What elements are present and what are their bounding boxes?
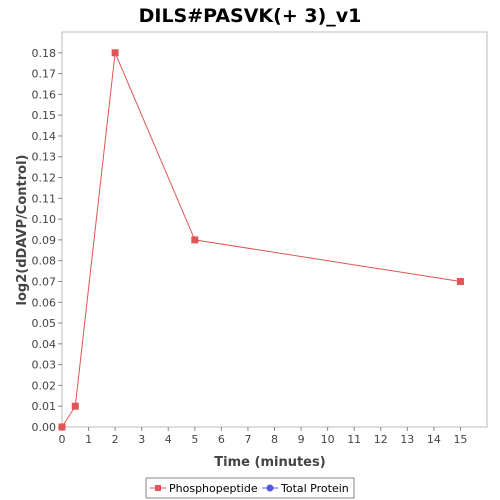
x-tick-label: 11 xyxy=(347,433,361,446)
y-axis: 0.00 0.01 0.02 0.03 0.04 0.05 0.06 0.07 0.08 0.09… xyxy=(32,47,62,434)
x-tick-label: 15 xyxy=(453,433,467,446)
data-point[interactable] xyxy=(111,49,119,57)
x-tick-label: 8 xyxy=(271,433,278,446)
y-tick-label: 0.18 xyxy=(32,47,57,60)
y-tick-label: 0.00 xyxy=(32,421,57,434)
y-tick-label: 0.12 xyxy=(32,172,57,185)
x-tick-label: 6 xyxy=(218,433,225,446)
legend-label-phosphopeptide: Phosphopeptide xyxy=(169,482,258,495)
x-tick-label: 1 xyxy=(85,433,92,446)
y-tick-label: 0.10 xyxy=(32,213,57,226)
x-tick-label: 5 xyxy=(191,433,198,446)
legend-item-total-protein: Total Protein xyxy=(262,482,349,495)
data-point[interactable] xyxy=(71,402,79,410)
legend-label-total-protein: Total Protein xyxy=(280,482,349,495)
y-tick-label: 0.15 xyxy=(32,109,57,122)
y-tick-label: 0.16 xyxy=(32,88,57,101)
y-tick-label: 0.05 xyxy=(32,317,57,330)
x-tick-label: 14 xyxy=(427,433,441,446)
y-tick-label: 0.13 xyxy=(32,151,57,164)
y-tick-label: 0.11 xyxy=(32,192,57,205)
x-tick-label: 10 xyxy=(321,433,335,446)
x-axis: 0 1 2 3 4 5 6 7 8 9 10 11 12 13 14 15 xyxy=(59,427,467,446)
legend-box xyxy=(145,477,355,499)
y-tick-label: 0.14 xyxy=(32,130,57,143)
legend-marker-phosphopeptide xyxy=(155,485,161,491)
x-tick-label: 3 xyxy=(138,433,145,446)
x-tick-label: 7 xyxy=(244,433,251,446)
y-tick-label: 0.06 xyxy=(32,296,57,309)
y-tick-label: 0.08 xyxy=(32,255,57,268)
y-tick-label: 0.07 xyxy=(32,275,57,288)
y-tick-label: 0.01 xyxy=(32,400,57,413)
data-point[interactable] xyxy=(58,423,66,431)
y-tick-label: 0.02 xyxy=(32,379,57,392)
x-tick-label: 0 xyxy=(59,433,66,446)
x-tick-label: 9 xyxy=(298,433,305,446)
series-layer xyxy=(58,49,464,431)
x-tick-label: 2 xyxy=(112,433,119,446)
y-tick-label: 0.17 xyxy=(32,68,57,81)
x-axis-label: Time (minutes) xyxy=(214,455,325,470)
y-tick-label: 0.04 xyxy=(32,338,57,351)
data-point[interactable] xyxy=(456,277,464,285)
chart-title: DILS#PASVK(+ 3)_v1 xyxy=(139,5,362,27)
x-tick-label: 13 xyxy=(400,433,414,446)
plot-area xyxy=(61,31,488,428)
x-tick-label: 12 xyxy=(374,433,388,446)
legend-item-phosphopeptide: Phosphopeptide xyxy=(150,482,258,495)
legend-marker-total-protein xyxy=(266,484,274,492)
y-axis-label: log2(dDAVP/Control) xyxy=(15,155,30,306)
x-tick-label: 4 xyxy=(165,433,172,446)
data-point[interactable] xyxy=(191,236,199,244)
legend: Phosphopeptide Total Protein xyxy=(145,477,355,499)
y-tick-label: 0.09 xyxy=(32,234,57,247)
y-tick-label: 0.03 xyxy=(32,359,57,372)
